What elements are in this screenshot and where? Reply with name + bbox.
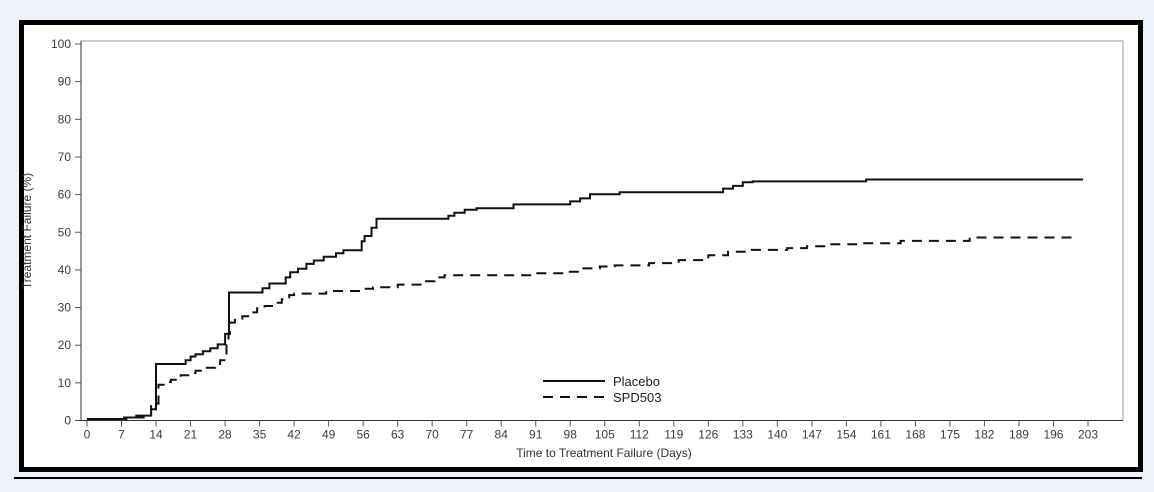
y-tick-label: 90 xyxy=(58,75,72,89)
legend: Placebo SPD503 xyxy=(543,374,661,405)
x-tick-label: 84 xyxy=(495,428,509,442)
x-tick-label: 140 xyxy=(767,428,787,442)
y-tick-label: 70 xyxy=(58,150,72,164)
bottom-divider xyxy=(14,477,1142,479)
x-tick-label: 0 xyxy=(84,428,91,442)
x-tick-label: 35 xyxy=(253,428,267,442)
x-tick-label: 154 xyxy=(836,428,856,442)
x-tick-label: 56 xyxy=(356,428,370,442)
x-tick-label: 7 xyxy=(118,428,125,442)
x-tick-label: 91 xyxy=(529,428,543,442)
x-tick-label: 63 xyxy=(391,428,405,442)
x-tick-label: 105 xyxy=(595,428,615,442)
x-axis-title: Time to Treatment Failure (Days) xyxy=(516,446,692,460)
y-tick-label: 20 xyxy=(58,338,72,352)
x-tick-label: 21 xyxy=(184,428,198,442)
plot-area-box xyxy=(80,40,1124,421)
x-tick-label: 161 xyxy=(871,428,891,442)
y-tick-label: 0 xyxy=(64,414,71,428)
x-tick-label: 70 xyxy=(425,428,439,442)
x-tick-label: 189 xyxy=(1009,428,1029,442)
x-tick-label: 14 xyxy=(149,428,163,442)
y-tick-label: 100 xyxy=(51,37,71,51)
y-tick-label: 60 xyxy=(58,188,72,202)
x-tick-label: 175 xyxy=(940,428,960,442)
x-tick-label: 28 xyxy=(218,428,232,442)
x-tick-label: 112 xyxy=(630,428,649,442)
x-tick-label: 147 xyxy=(802,428,822,442)
x-tick-label: 42 xyxy=(287,428,301,442)
axes-and-curves: 0 10 20 30 40 50 60 70 80 90 100 0 7 14 21 28 35 42 49 56 63… xyxy=(51,37,1124,442)
x-tick-label: 133 xyxy=(733,428,753,442)
y-tick-label: 30 xyxy=(58,301,72,315)
x-tick-label: 196 xyxy=(1043,428,1063,442)
series-placebo-curve xyxy=(87,178,1084,420)
x-tick-label: 182 xyxy=(974,428,994,442)
legend-label-spd503: SPD503 xyxy=(613,390,661,405)
x-tick-label: 49 xyxy=(322,428,336,442)
x-tick-label: 126 xyxy=(698,428,718,442)
y-axis-title: Treatment Failure (%) xyxy=(20,173,34,289)
x-tick-label: 168 xyxy=(905,428,925,442)
y-tick-label: 80 xyxy=(58,112,72,126)
y-tick-label: 10 xyxy=(58,376,72,390)
x-tick-label: 203 xyxy=(1078,428,1098,442)
x-tick-label: 119 xyxy=(664,428,683,442)
series-spd503-curve xyxy=(87,236,1079,420)
x-tick-label: 98 xyxy=(564,428,578,442)
x-tick-label: 77 xyxy=(460,428,474,442)
legend-label-placebo: Placebo xyxy=(613,374,660,389)
y-tick-label: 50 xyxy=(58,225,72,239)
y-tick-label: 40 xyxy=(58,263,72,277)
